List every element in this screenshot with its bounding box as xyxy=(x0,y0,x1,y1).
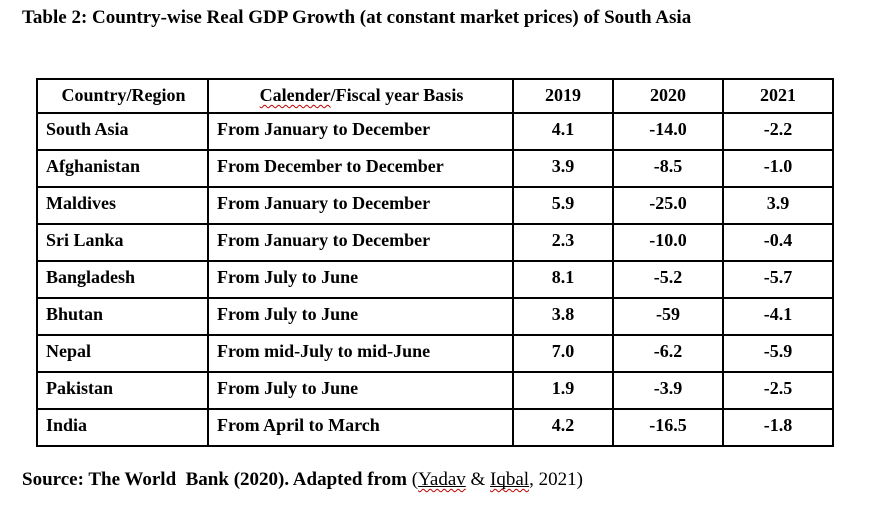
table-row: Sri Lanka From January to December 2.3 -… xyxy=(36,223,834,262)
citation-open-paren: ( xyxy=(411,469,419,490)
citation-author-yadav: Yadav xyxy=(418,469,466,490)
table-row: Maldives From January to December 5.9 -2… xyxy=(36,186,834,225)
value-2021: -0.4 xyxy=(722,223,834,262)
fiscal-basis-cell: From July to June xyxy=(207,371,514,410)
fiscal-basis-cell: From December to December xyxy=(207,149,514,188)
country-cell: Nepal xyxy=(36,334,209,373)
header-row: Country/Region Calender/Fiscal year Basi… xyxy=(36,78,834,114)
value-2019: 3.9 xyxy=(512,149,614,188)
fiscal-basis-cell: From July to June xyxy=(207,297,514,336)
value-2020: -5.2 xyxy=(612,260,724,299)
value-2021: -5.9 xyxy=(722,334,834,373)
citation-author-iqbal: Iqbal xyxy=(490,469,530,490)
value-2020: -10.0 xyxy=(612,223,724,262)
value-2019: 8.1 xyxy=(512,260,614,299)
country-cell: Bangladesh xyxy=(36,260,209,299)
country-cell: Afghanistan xyxy=(36,149,209,188)
citation-suffix: , 2021) xyxy=(529,469,583,490)
country-cell: Sri Lanka xyxy=(36,223,209,262)
country-cell: India xyxy=(36,408,209,447)
value-2020: -25.0 xyxy=(612,186,724,225)
value-2019: 4.1 xyxy=(512,112,614,151)
value-2021: 3.9 xyxy=(722,186,834,225)
table-row: Bhutan From July to June 3.8 -59 -4.1 xyxy=(36,297,834,336)
fiscal-basis-cell: From January to December xyxy=(207,112,514,151)
value-2019: 4.2 xyxy=(512,408,614,447)
value-2020: -8.5 xyxy=(612,149,724,188)
header-2020: 2020 xyxy=(612,78,724,114)
value-2019: 3.8 xyxy=(512,297,614,336)
misspelled-word: Calender xyxy=(259,85,331,105)
citation-separator: & xyxy=(465,469,491,490)
country-cell: Bhutan xyxy=(36,297,209,336)
gdp-growth-table: Country/Region Calender/Fiscal year Basi… xyxy=(36,78,834,447)
source-note: Source: The World Bank (2020). Adapted f… xyxy=(22,469,583,491)
value-2020: -59 xyxy=(612,297,724,336)
fiscal-basis-cell: From April to March xyxy=(207,408,514,447)
table-row: Bangladesh From July to June 8.1 -5.2 -5… xyxy=(36,260,834,299)
fiscal-basis-cell: From January to December xyxy=(207,186,514,225)
header-2021: 2021 xyxy=(722,78,834,114)
fiscal-basis-cell: From January to December xyxy=(207,223,514,262)
value-2020: -6.2 xyxy=(612,334,724,373)
table-row: South Asia From January to December 4.1 … xyxy=(36,112,834,151)
country-cell: South Asia xyxy=(36,112,209,151)
fiscal-basis-cell: From mid-July to mid-June xyxy=(207,334,514,373)
value-2021: -1.0 xyxy=(722,149,834,188)
value-2019: 2.3 xyxy=(512,223,614,262)
country-cell: Pakistan xyxy=(36,371,209,410)
source-text: Source: The World Bank (2020). Adapted f… xyxy=(22,469,412,490)
table-row: Pakistan From July to June 1.9 -3.9 -2.5 xyxy=(36,371,834,410)
value-2021: -1.8 xyxy=(722,408,834,447)
header-fiscal-basis-rest: /Fiscal year Basis xyxy=(330,85,464,105)
value-2021: -2.2 xyxy=(722,112,834,151)
table-row: Nepal From mid-July to mid-June 7.0 -6.2… xyxy=(36,334,834,373)
value-2020: -14.0 xyxy=(612,112,724,151)
value-2019: 7.0 xyxy=(512,334,614,373)
table-row: Afghanistan From December to December 3.… xyxy=(36,149,834,188)
value-2019: 1.9 xyxy=(512,371,614,410)
header-2019: 2019 xyxy=(512,78,614,114)
citation-link[interactable]: (Yadav & Iqbal, 2021) xyxy=(412,469,583,490)
header-country: Country/Region xyxy=(36,78,209,114)
table-title: Table 2: Country-wise Real GDP Growth (a… xyxy=(22,7,692,28)
header-fiscal-basis: Calender/Fiscal year Basis xyxy=(207,78,514,114)
value-2021: -2.5 xyxy=(722,371,834,410)
value-2019: 5.9 xyxy=(512,186,614,225)
fiscal-basis-cell: From July to June xyxy=(207,260,514,299)
value-2021: -5.7 xyxy=(722,260,834,299)
table-row: India From April to March 4.2 -16.5 -1.8 xyxy=(36,408,834,447)
value-2021: -4.1 xyxy=(722,297,834,336)
value-2020: -16.5 xyxy=(612,408,724,447)
country-cell: Maldives xyxy=(36,186,209,225)
value-2020: -3.9 xyxy=(612,371,724,410)
